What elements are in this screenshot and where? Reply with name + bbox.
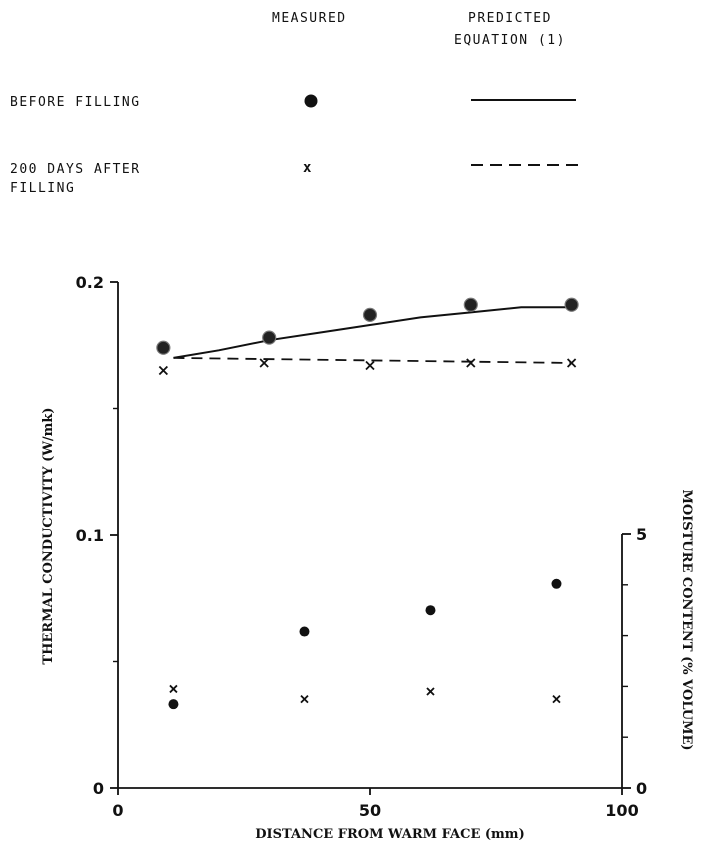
legend-label-after-line1: 200 DAYS AFTER (10, 162, 141, 177)
legend-header-measured: MEASURED (272, 11, 347, 26)
y-ticks-right: 05 (622, 525, 647, 798)
measured-after-point (466, 358, 476, 368)
point-ring (156, 340, 171, 355)
legend-marker-after: x (303, 160, 313, 176)
cross-stroke (552, 694, 561, 704)
legend-label-before-filling: BEFORE FILLING (10, 95, 141, 110)
measured-after-point (566, 358, 577, 368)
moisture-after-point (552, 694, 561, 704)
moisture-before-point (425, 605, 436, 616)
cross-stroke (158, 365, 168, 376)
x-axis-title: DISTANCE FROM WARM FACE (mm) (255, 827, 524, 842)
y-axis-title-left: THERMAL CONDUCTIVITY (W/mk) (41, 407, 56, 664)
point-dot (464, 298, 478, 312)
point-dot (565, 298, 579, 312)
point-ring (564, 297, 579, 312)
cross-stroke (300, 694, 309, 704)
measured-before-point (262, 330, 277, 345)
y-tick-label: 0 (93, 779, 104, 798)
cross-stroke (426, 687, 435, 696)
y2-tick-label: 5 (636, 525, 647, 544)
moisture-before-point (551, 578, 562, 589)
moisture-after-point (169, 684, 178, 694)
x-ticks: 0 50 100 (112, 788, 639, 820)
cross-stroke (259, 358, 269, 368)
measured-after-point (365, 360, 375, 371)
point-dot (156, 341, 170, 355)
x-tick-label: 100 (605, 801, 638, 820)
cross-stroke (466, 358, 476, 368)
moisture-before-point (168, 699, 179, 710)
x-tick-label: 0 (112, 801, 123, 820)
series-layer (156, 297, 579, 710)
measured-before-point (362, 307, 378, 322)
x-tick-label: 50 (359, 801, 381, 820)
point-ring (362, 307, 378, 322)
cross-stroke (365, 360, 375, 371)
cross-stroke (169, 684, 178, 694)
y-ticks-left: 0 0.1 0.2 (76, 273, 118, 798)
measured-after-point (158, 365, 168, 376)
measured-after-point (259, 358, 269, 368)
y-tick-label: 0.1 (76, 526, 104, 545)
moisture-before-point (299, 626, 310, 637)
predicted-before-line (173, 306, 572, 359)
predicted-after-line (173, 357, 572, 364)
legend-header-equation: EQUATION (1) (454, 33, 566, 48)
point-ring (262, 330, 277, 345)
moisture-after-point (300, 694, 309, 704)
y2-tick-label: 0 (636, 779, 647, 798)
point-dot (363, 308, 377, 322)
y-axis-title-right: MOISTURE CONTENT (% VOLUME) (679, 489, 694, 750)
measured-before-point (156, 340, 171, 355)
legend-marker-before (304, 94, 318, 108)
measured-before-point (564, 297, 579, 312)
legend-label-after-line2: FILLING (10, 181, 76, 196)
cross-stroke (566, 358, 577, 368)
point-dot (262, 331, 276, 345)
legend-header-predicted: PREDICTED (468, 11, 552, 26)
measured-before-point (463, 297, 478, 312)
moisture-after-point (426, 687, 435, 696)
point-ring (463, 297, 478, 312)
y-tick-label: 0.2 (76, 273, 104, 292)
